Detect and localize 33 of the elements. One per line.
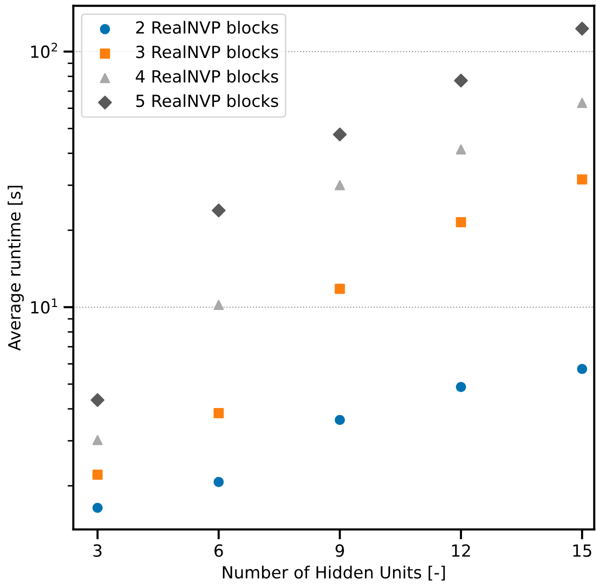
legend-label: 3 RealNVP blocks bbox=[136, 45, 278, 58]
x-tick-label: 12 bbox=[452, 544, 470, 557]
legend-label: 4 RealNVP blocks bbox=[136, 70, 278, 83]
point bbox=[577, 174, 588, 185]
point bbox=[577, 364, 588, 374]
y-tick-label: 10$^{1}$ bbox=[31, 298, 58, 314]
point bbox=[90, 393, 104, 407]
legend-label: 2 RealNVP blocks bbox=[136, 20, 278, 34]
point bbox=[92, 470, 103, 480]
point bbox=[456, 382, 466, 392]
point bbox=[214, 408, 224, 418]
point bbox=[332, 128, 347, 142]
point bbox=[456, 217, 466, 228]
point bbox=[92, 434, 103, 446]
x-tick-label: 6 bbox=[214, 544, 223, 557]
point bbox=[334, 414, 345, 426]
point bbox=[212, 204, 226, 218]
point bbox=[454, 74, 468, 88]
point bbox=[577, 98, 588, 108]
point bbox=[456, 144, 466, 155]
point bbox=[214, 476, 224, 488]
point bbox=[92, 502, 103, 513]
point bbox=[214, 300, 224, 310]
x-axis-title: Number of Hidden Units [-] bbox=[222, 566, 445, 581]
x-tick-label: 15 bbox=[573, 544, 592, 557]
x-tick-label: 3 bbox=[94, 544, 102, 557]
point bbox=[334, 180, 345, 190]
x-tick-label: 9 bbox=[336, 544, 344, 557]
legend-label: 5 RealNVP blocks bbox=[136, 94, 278, 108]
point bbox=[575, 22, 590, 36]
y-axis-title: Average runtime [s] bbox=[8, 186, 24, 351]
point bbox=[334, 284, 345, 294]
y-tick-label: 10$^{2}$ bbox=[31, 42, 58, 58]
